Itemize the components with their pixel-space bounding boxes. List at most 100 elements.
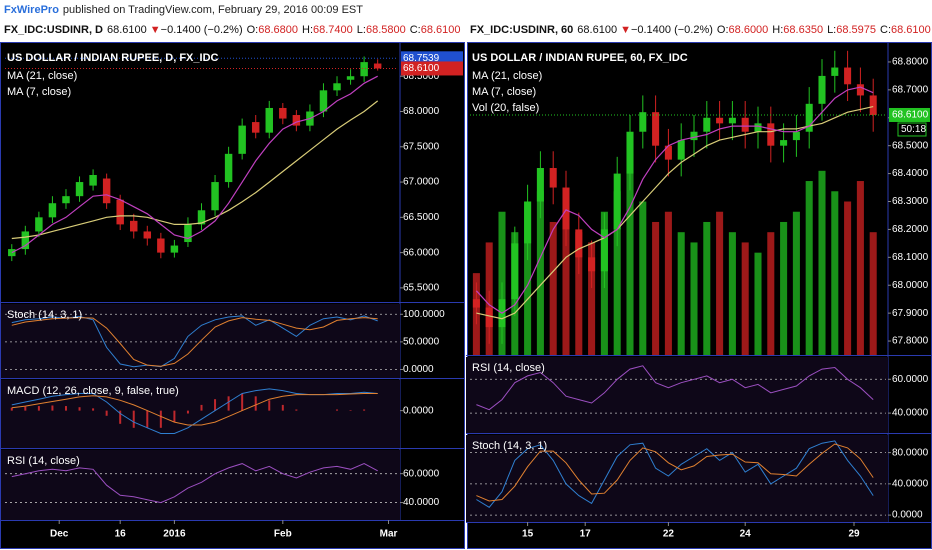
volume-bar (639, 201, 647, 355)
y-tick-label: 40.0000 (892, 408, 929, 419)
candle-body (613, 173, 621, 230)
y-tick-label: 50.0000 (403, 337, 440, 348)
ohlc-value: 68.7400 (313, 24, 353, 36)
symbol-info: FX_IDC:USDINR, D 68.6100 ▼−0.1400 (−0.2%) O… (4, 24, 461, 36)
candle-body (292, 115, 301, 126)
candle-body (157, 238, 165, 253)
volume-bar (677, 232, 685, 355)
candle-body (703, 117, 711, 132)
candle-body (373, 63, 382, 69)
y-tick-label: 67.5000 (403, 141, 440, 152)
x-tick-label: Feb (274, 529, 292, 540)
brand[interactable]: FxWirePro (4, 4, 59, 16)
y-tick-label: 67.9000 (892, 308, 929, 319)
x-tick-label: 24 (740, 529, 752, 540)
change: −0.1400 (−0.2%) (631, 24, 713, 36)
ma-line (11, 100, 379, 240)
candle-body (754, 123, 762, 132)
pane-background (466, 357, 888, 433)
volume-bar (805, 181, 813, 355)
indicator-name: Stoch (14, 3, 1) (472, 440, 547, 452)
legend-entry: Vol (20, false) (472, 102, 539, 114)
volume-bar (703, 221, 711, 355)
ohlc-label: H: (772, 24, 783, 36)
x-tick-label: 22 (663, 529, 675, 540)
x-tick-label: 29 (848, 529, 860, 540)
x-tick-label: 2016 (163, 529, 186, 540)
ohlc-value: 68.6800 (258, 24, 298, 36)
ohlc-label: O: (717, 24, 729, 36)
volume-bar (831, 191, 839, 355)
candle-body (224, 153, 233, 183)
candle-body (35, 217, 43, 232)
candle-body (89, 175, 97, 186)
volume-bar (780, 221, 788, 355)
candle-body (856, 84, 864, 96)
volume-bar (626, 170, 634, 355)
symbol-info: FX_IDC:USDINR, 60 68.6100 ▼−0.1400 (−0.2%)… (470, 24, 931, 36)
candle-body (485, 307, 493, 328)
y-tick-label: 68.3000 (892, 196, 929, 207)
candle-body (102, 178, 111, 204)
y-tick-label: 66.5000 (403, 212, 440, 223)
candle-body (792, 131, 800, 141)
candle-body (536, 168, 544, 202)
indicator-line (476, 443, 874, 502)
candle-body (319, 90, 328, 112)
ohlc-label: L: (827, 24, 836, 36)
candle-body (184, 224, 192, 243)
ohlc-label: C: (880, 24, 891, 36)
candle-body (716, 117, 724, 124)
candle-body (511, 243, 519, 300)
candle-body (575, 229, 583, 258)
price-label: 68.6100 (403, 63, 440, 74)
indicator-name: MACD (12, 26, close, 9, false, true) (7, 385, 179, 397)
candle-body (677, 140, 685, 160)
pane-background (466, 435, 888, 522)
volume-bar (664, 211, 672, 355)
candle-body (524, 201, 532, 244)
y-tick-label: 68.5000 (892, 140, 929, 151)
candle-body (831, 67, 839, 76)
volume-bar (844, 201, 852, 355)
indicator-line (11, 463, 378, 504)
y-tick-label: 100.0000 (403, 309, 445, 320)
legend-entry: MA (7, close) (7, 86, 71, 98)
arrow: ▼ (620, 24, 631, 36)
y-tick-label: 68.0000 (892, 280, 929, 291)
y-tick-label: 67.0000 (403, 177, 440, 188)
pane-background (1, 450, 400, 520)
indicator-line (11, 315, 378, 368)
candle-body (780, 140, 788, 146)
candle-body (549, 168, 557, 188)
candle-body (130, 220, 138, 232)
price-label-box (401, 61, 463, 76)
y-tick-label: 66.0000 (403, 247, 440, 258)
candle-body (48, 203, 57, 218)
symbol: FX_IDC:USDINR, D (4, 24, 103, 36)
candle-body (690, 131, 698, 141)
candle-body (728, 117, 736, 124)
x-tick-label: 17 (580, 529, 592, 540)
y-tick-label: 0.0000 (403, 364, 434, 375)
candle-body (143, 231, 152, 239)
y-tick-label: 68.1000 (892, 252, 929, 263)
volume-bar (575, 232, 583, 355)
volume-bar (562, 211, 570, 355)
candle-body (251, 122, 260, 133)
change: −0.1400 (−0.2%) (161, 24, 243, 36)
ohlc-value: 68.6000 (729, 24, 769, 36)
last: 68.6100 (107, 24, 147, 36)
candle-body (21, 231, 30, 250)
indicator-name: RSI (14, close) (7, 455, 80, 467)
publish-line: FxWirePro published on TradingView.com, F… (4, 4, 363, 16)
y-tick-label: 68.8000 (892, 57, 929, 68)
countdown-box (897, 122, 927, 137)
volume-bar (716, 211, 724, 355)
candle-body (869, 95, 877, 115)
y-tick-label: 60.0000 (403, 468, 440, 479)
candle-body (238, 125, 246, 154)
volume-bar (549, 221, 557, 355)
x-tick-label: Mar (380, 529, 398, 540)
candle-body (211, 182, 219, 211)
